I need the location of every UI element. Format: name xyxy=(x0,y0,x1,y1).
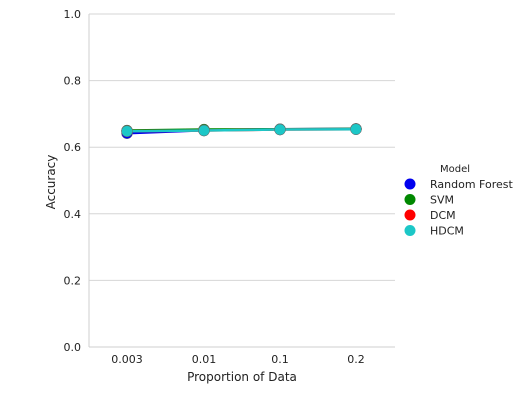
legend-items: Random Forest SVM DCM HDCM xyxy=(404,178,513,238)
legend-marker xyxy=(404,178,416,190)
y-tick-label: 0.2 xyxy=(64,274,82,287)
series-group xyxy=(121,123,362,137)
legend-label: HDCM xyxy=(430,225,464,238)
legend: Model Random Forest SVM DCM HDCM xyxy=(404,164,513,238)
series xyxy=(121,123,362,139)
y-tick-label: 0.0 xyxy=(64,341,82,354)
y-axis-label: Accuracy xyxy=(44,155,58,210)
y-tick-labels: 0.0 0.2 0.4 0.6 0.8 1.0 xyxy=(64,8,82,354)
data-point xyxy=(350,123,362,135)
data-point xyxy=(274,123,286,136)
legend-title: Model xyxy=(440,164,470,175)
y-tick-label: 1.0 xyxy=(64,8,82,21)
axes xyxy=(88,14,395,348)
x-axis-label: Proportion of Data xyxy=(187,370,297,384)
y-tick-label: 0.4 xyxy=(64,208,82,221)
legend-label: SVM xyxy=(430,194,454,207)
legend-marker xyxy=(404,225,416,236)
y-tick-label: 0.8 xyxy=(64,75,82,88)
legend-marker xyxy=(404,194,416,205)
legend-marker xyxy=(404,209,416,221)
grid xyxy=(89,13,395,348)
data-point xyxy=(121,125,133,137)
series-line xyxy=(126,127,357,133)
x-tick-label: 0.1 xyxy=(271,353,289,366)
x-tick-labels: 0.003 0.01 0.1 0.2 xyxy=(111,353,365,366)
legend-label: DCM xyxy=(430,209,456,222)
x-tick-label: 0.2 xyxy=(347,353,365,366)
x-tick-label: 0.003 xyxy=(111,353,143,366)
y-tick-label: 0.6 xyxy=(64,141,82,154)
legend-label: Random Forest xyxy=(430,178,513,191)
data-point xyxy=(198,124,210,137)
x-tick-label: 0.01 xyxy=(192,353,217,366)
